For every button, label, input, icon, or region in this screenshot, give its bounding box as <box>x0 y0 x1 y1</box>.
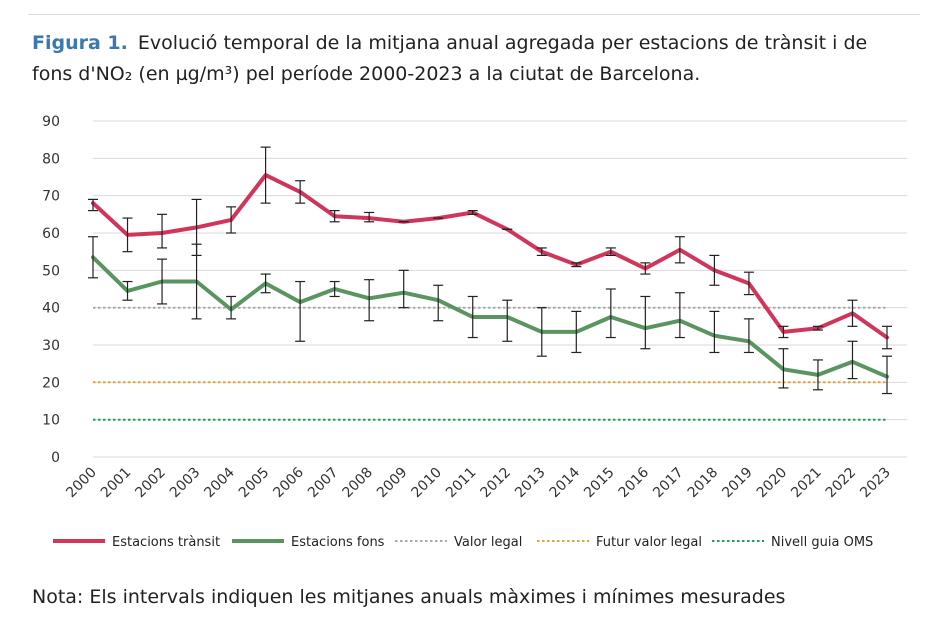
legend-label-4: Nivell guia OMS <box>771 535 873 550</box>
x-axis: 2000200120022003200420052006200720082009… <box>63 464 894 501</box>
x-tick-label: 2019 <box>719 465 756 502</box>
x-tick-label: 2018 <box>685 465 722 502</box>
figure-note: Nota: Els intervals indiquen les mitjane… <box>32 586 786 608</box>
x-tick-label: 2003 <box>167 465 204 502</box>
x-tick-label: 2010 <box>409 465 446 502</box>
line-chart: 0 10 20 30 40 50 60 70 80 90 20002001200220032004… <box>42 114 907 550</box>
legend-label-1: Estacions fons <box>291 535 385 550</box>
top-rule <box>28 14 920 15</box>
x-tick-label: 2009 <box>374 465 411 502</box>
x-tick-label: 2012 <box>478 465 515 502</box>
y-tick-label: 0 <box>51 450 60 466</box>
y-tick-label: 70 <box>42 189 60 205</box>
y-tick-label: 80 <box>42 151 60 167</box>
series-line-0 <box>91 173 889 340</box>
x-tick-label: 2000 <box>63 465 100 502</box>
y-tick-label: 60 <box>42 226 60 242</box>
x-tick-label: 2011 <box>443 465 480 502</box>
x-tick-label: 2006 <box>270 464 307 501</box>
x-tick-label: 2020 <box>754 465 791 502</box>
x-tick-label: 2022 <box>823 465 860 502</box>
x-tick-label: 2005 <box>236 465 273 502</box>
x-tick-label: 2015 <box>581 465 618 502</box>
series-line-1 <box>91 255 889 379</box>
y-axis: 0 10 20 30 40 50 60 70 80 90 <box>42 114 60 466</box>
x-tick-label: 2008 <box>339 465 376 502</box>
reference-lines <box>93 306 887 421</box>
x-tick-label: 2001 <box>98 465 135 502</box>
x-tick-label: 2004 <box>201 464 238 501</box>
x-tick-label: 2021 <box>788 465 825 502</box>
x-tick-label: 2002 <box>132 465 169 502</box>
x-tick-label: 2007 <box>305 465 342 502</box>
x-tick-label: 2014 <box>547 464 584 501</box>
y-tick-label: 20 <box>42 375 60 391</box>
x-tick-label: 2016 <box>616 464 653 501</box>
legend: Estacions trànsit Estacions fons Valor leg… <box>53 535 873 550</box>
legend-label-3: Futur valor legal <box>596 535 702 550</box>
error-bars <box>88 146 892 395</box>
x-tick-label: 2013 <box>512 465 549 502</box>
legend-label-2: Valor legal <box>454 535 522 550</box>
legend-label-0: Estacions trànsit <box>112 535 220 550</box>
data-series <box>91 173 889 379</box>
y-tick-label: 90 <box>42 114 60 130</box>
figure-caption: Figura 1. Evolució temporal de la mitjana… <box>32 28 912 90</box>
gridlines <box>93 120 907 458</box>
y-tick-label: 30 <box>42 338 60 354</box>
y-tick-label: 50 <box>42 263 60 279</box>
y-tick-label: 10 <box>42 413 60 429</box>
x-tick-label: 2023 <box>857 465 894 502</box>
x-tick-label: 2017 <box>650 465 687 502</box>
y-tick-label: 40 <box>42 301 60 317</box>
figure-label: Figura 1. <box>32 32 128 54</box>
figure-title: Evolució temporal de la mitjana anual ag… <box>32 32 868 85</box>
